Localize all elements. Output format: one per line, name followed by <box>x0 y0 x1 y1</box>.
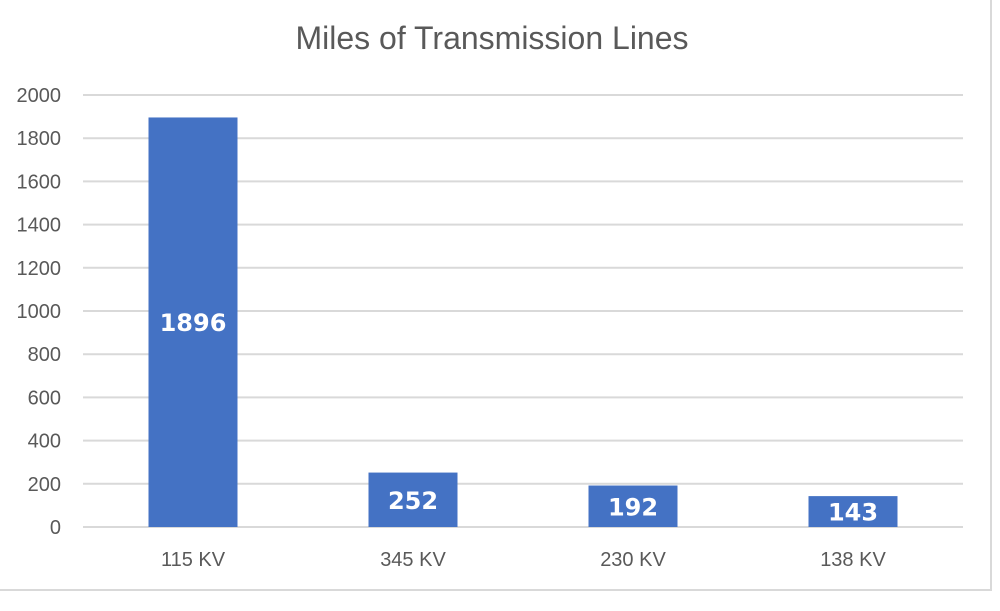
x-tick-label: 115 KV <box>161 549 226 571</box>
data-label: 143 <box>828 499 878 527</box>
chart-title: Miles of Transmission Lines <box>295 20 688 56</box>
bars <box>148 117 898 528</box>
data-label: 1896 <box>160 309 227 337</box>
bar-230-kv <box>588 485 678 527</box>
x-tick-label: 345 KV <box>380 549 446 571</box>
data-label: 192 <box>608 493 658 521</box>
bar-345-kv <box>368 472 458 527</box>
y-tick-label: 200 <box>28 474 61 496</box>
y-axis-ticks: 0 200 400 600 800 1000 1200 1400 1600 1800 2000 <box>17 85 62 539</box>
y-tick-label: 2000 <box>17 85 62 107</box>
x-axis-ticks: 115 KV 345 KV 230 KV 138 KV <box>161 549 887 571</box>
data-labels: 1896 252 192 143 <box>160 309 878 526</box>
y-tick-label: 1400 <box>17 215 62 237</box>
bar-138-kv <box>808 496 898 527</box>
x-tick-label: 230 KV <box>600 549 666 571</box>
y-tick-label: 0 <box>50 517 61 539</box>
x-tick-label: 138 KV <box>820 549 886 571</box>
y-tick-label: 1000 <box>17 301 62 323</box>
y-tick-label: 1600 <box>17 171 62 193</box>
y-tick-label: 400 <box>28 431 61 453</box>
y-tick-label: 800 <box>28 344 61 366</box>
y-tick-label: 600 <box>28 387 61 409</box>
data-label: 252 <box>388 487 438 515</box>
y-tick-label: 1800 <box>17 128 62 150</box>
bar-115-kv <box>148 117 238 528</box>
y-tick-label: 1200 <box>17 258 62 280</box>
